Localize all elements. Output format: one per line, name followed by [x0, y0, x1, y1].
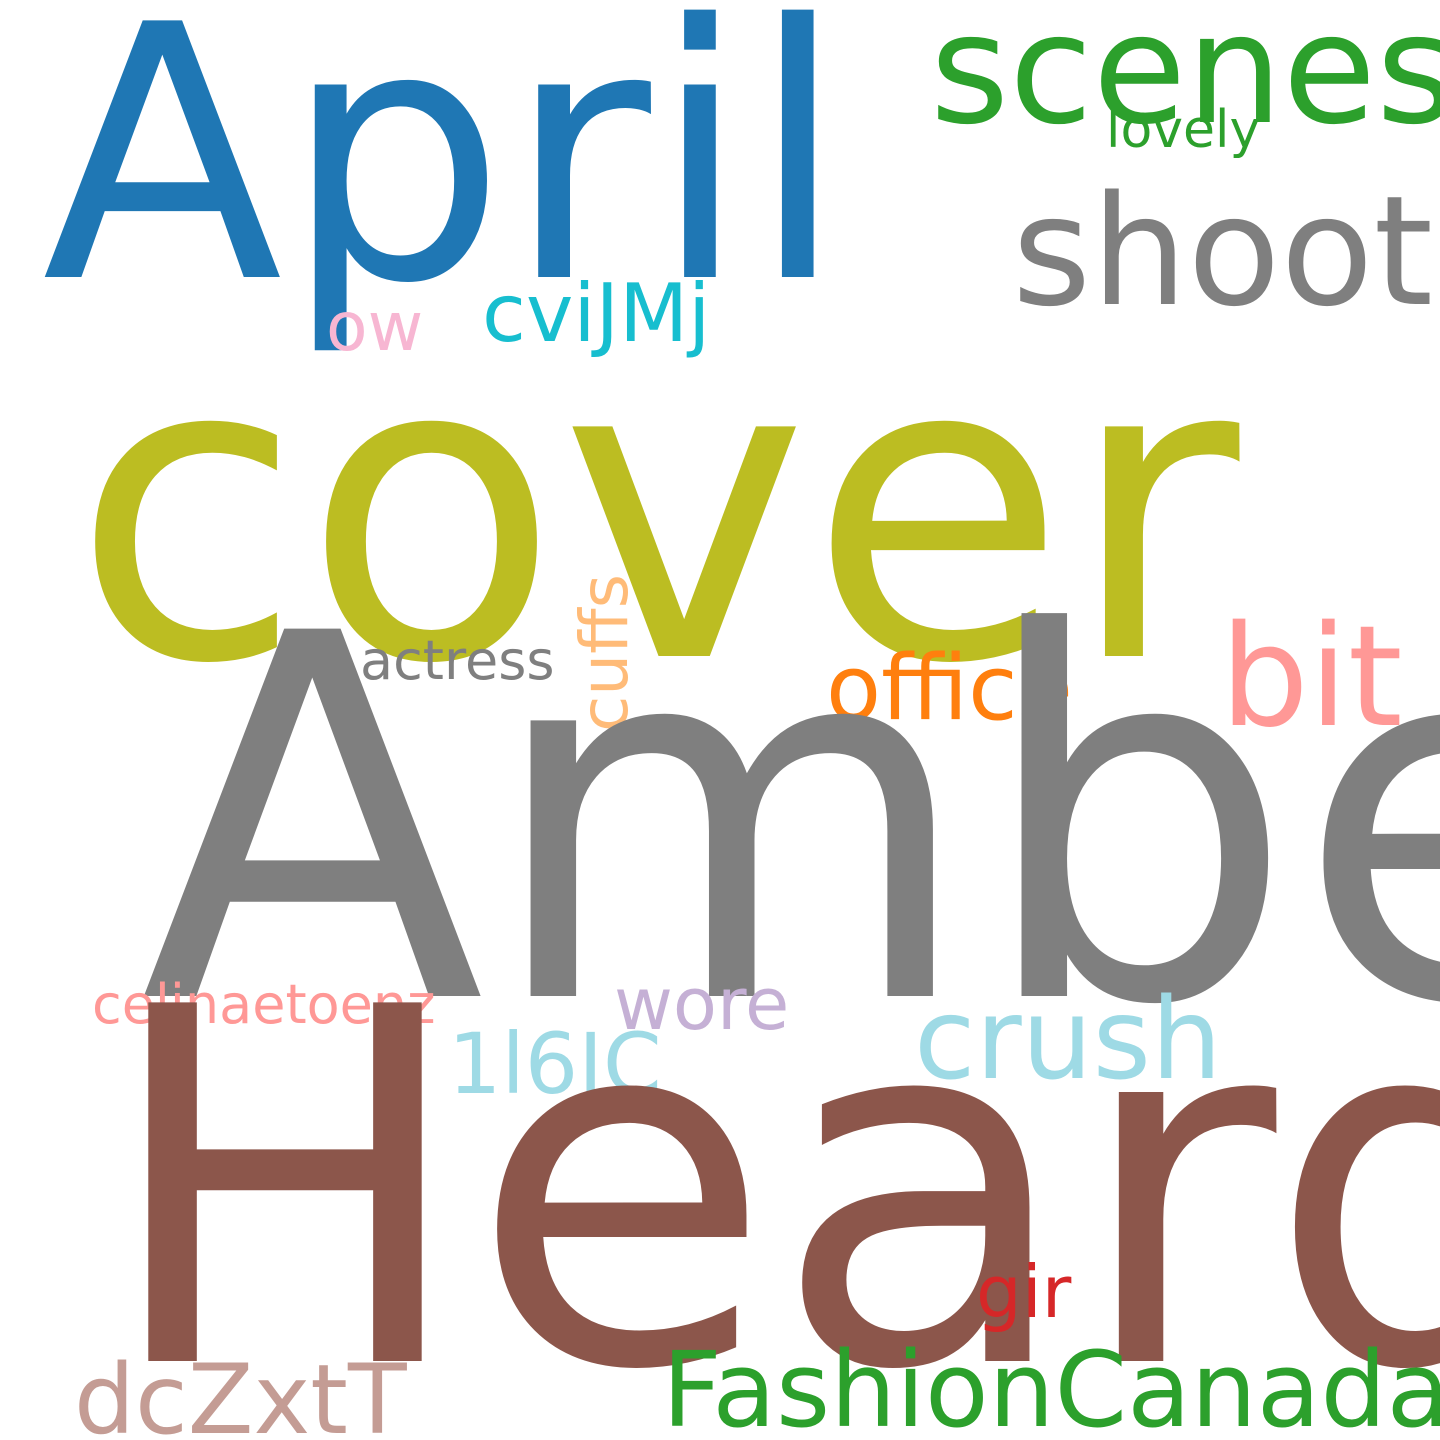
word-wore: wore [614, 962, 790, 1046]
word-celinaetoenz: celinaetoenz [92, 973, 436, 1036]
word-crush: crush [914, 975, 1222, 1105]
word-shoot: shoot [1012, 163, 1434, 340]
word-scenes: scenes [930, 0, 1440, 158]
word-gir: gir [976, 1250, 1072, 1334]
word-ow: ow [326, 288, 424, 367]
word-actress: actress [360, 629, 555, 692]
word-april: April [42, 0, 847, 361]
word-cover: cover [72, 267, 1240, 756]
word-bit: bit [1220, 596, 1403, 759]
word-cvijmj: cviJMj [482, 267, 711, 360]
word-dczxtt: dcZxtT [74, 1344, 407, 1440]
word-amber: Amber [140, 528, 1440, 1115]
word-heard: Heard [100, 905, 1440, 1440]
word-1l6ic: 1l6IC [448, 1015, 662, 1113]
word-lovely: lovely [1106, 100, 1261, 160]
word-office: office [826, 636, 1073, 741]
word-fashioncanada: FashionCanada [662, 1329, 1440, 1440]
